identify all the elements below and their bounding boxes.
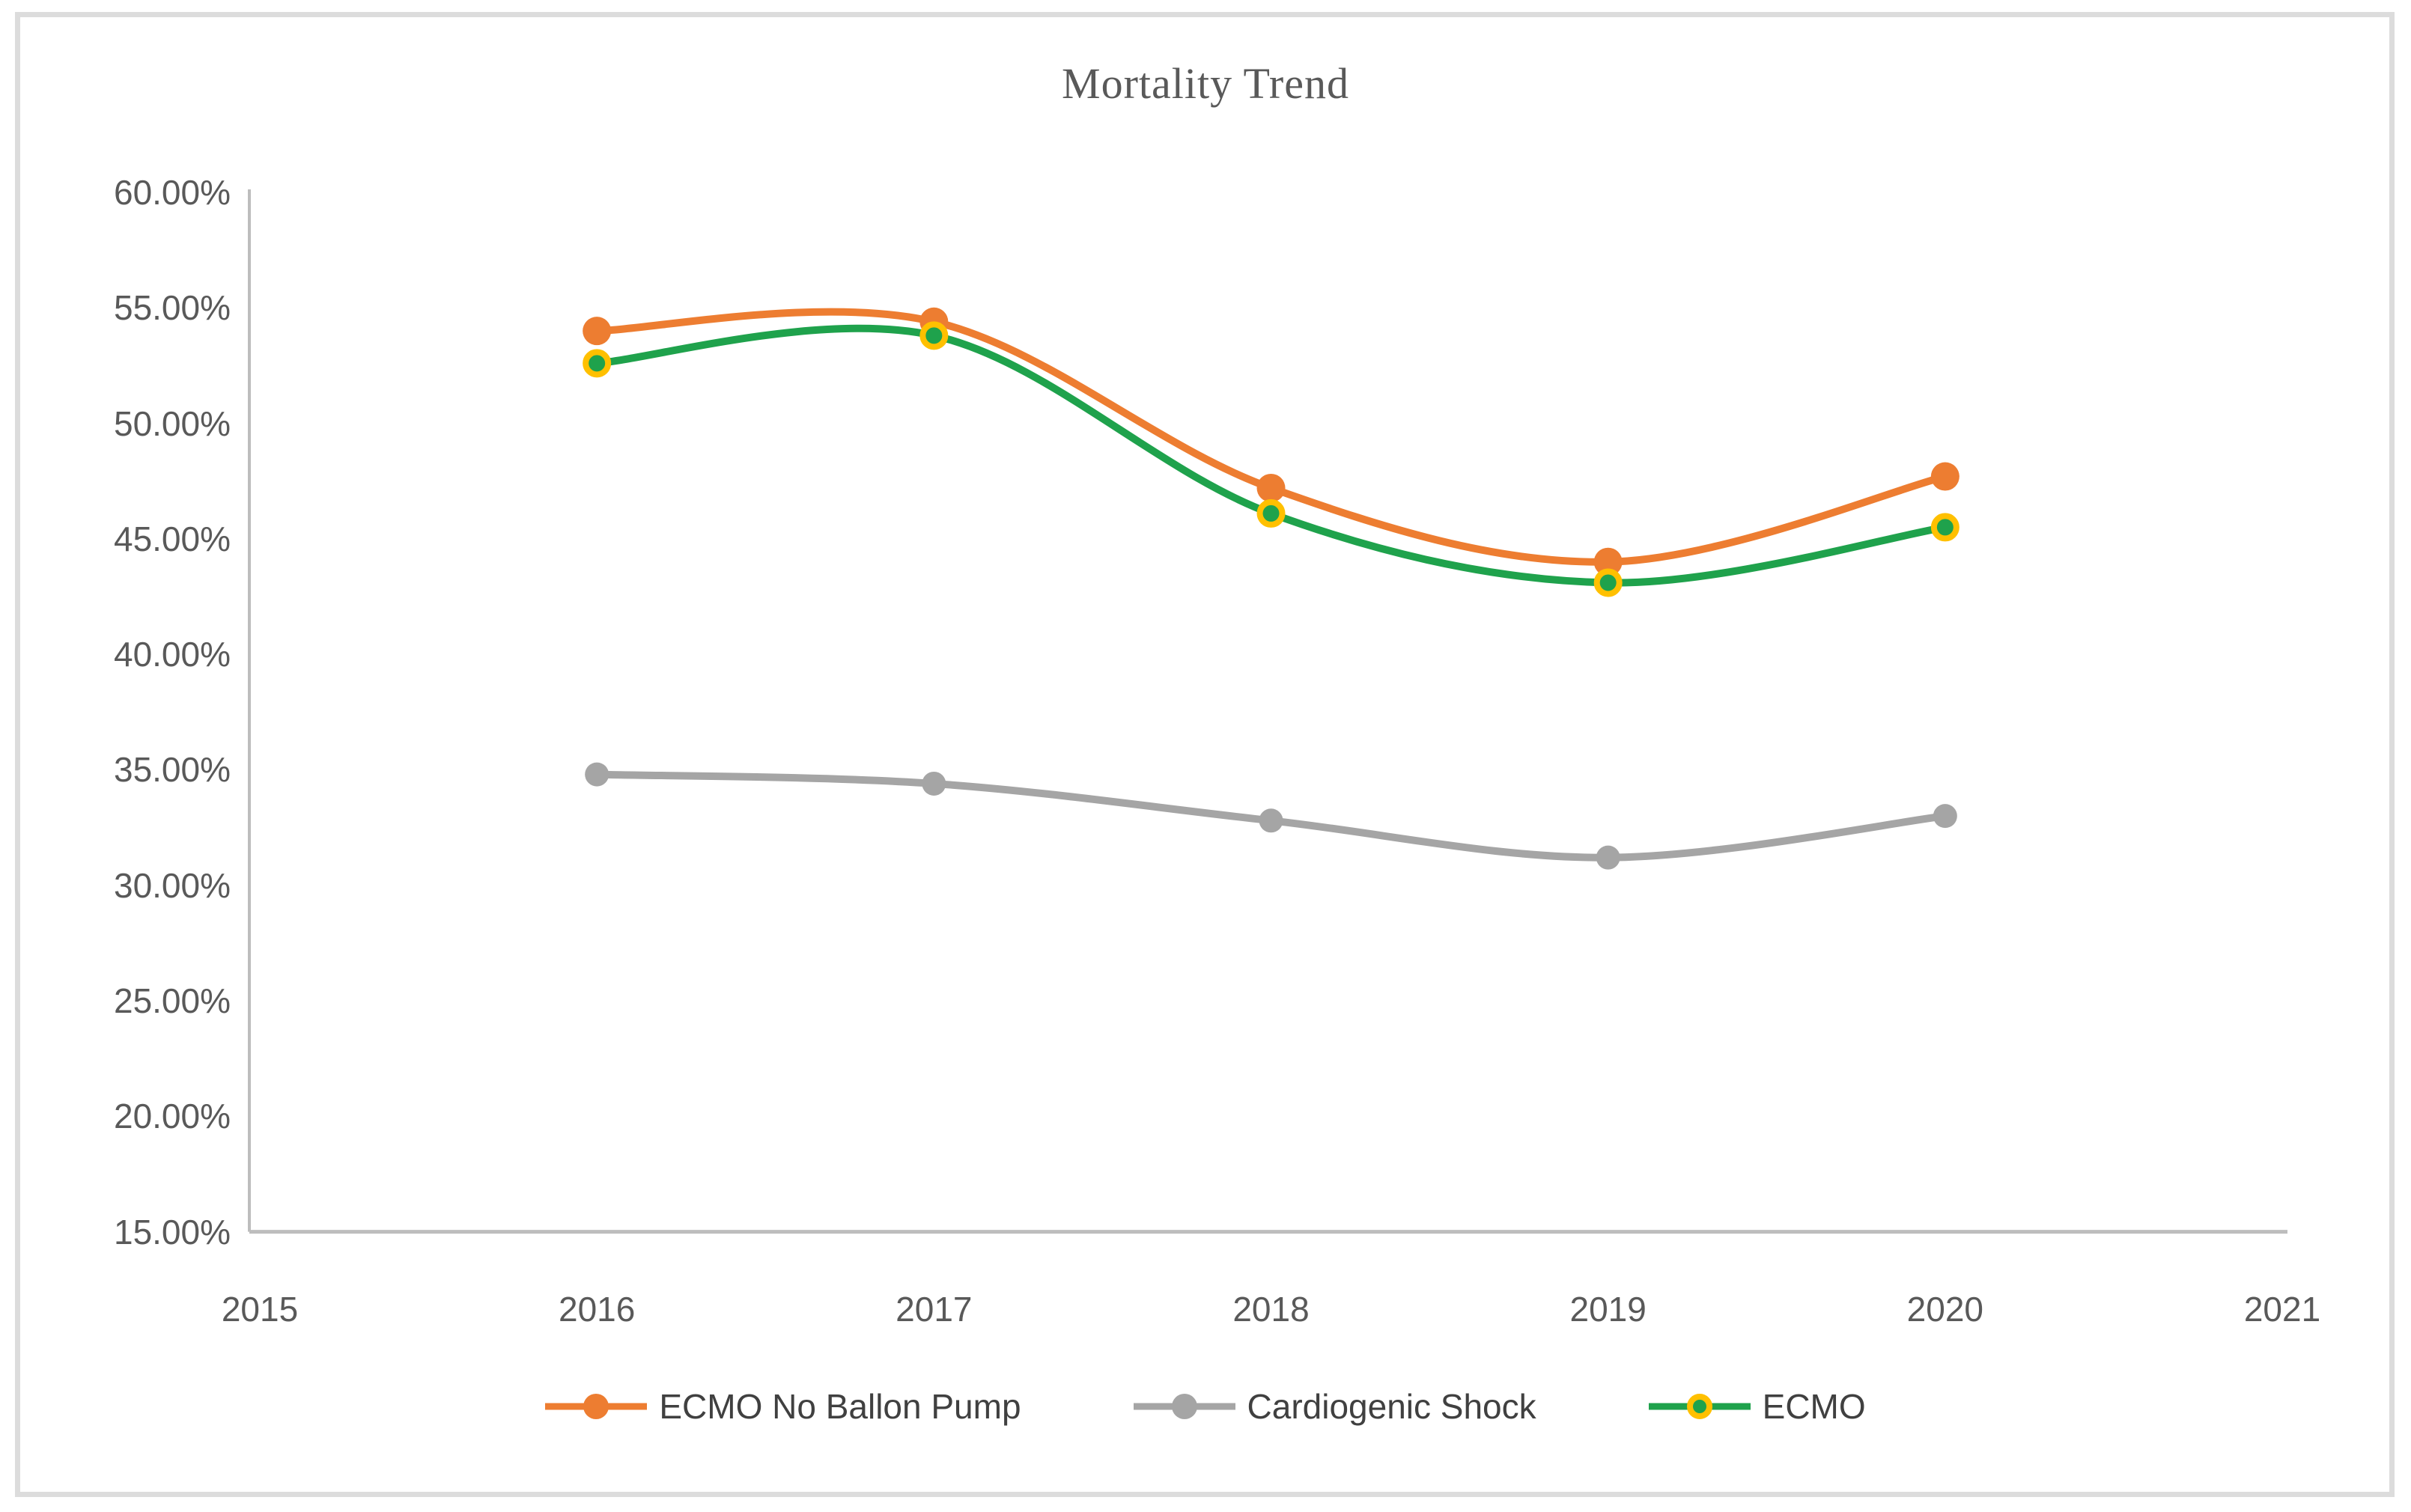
y-tick-label: 40.00% [113, 635, 231, 674]
y-tick-label: 55.00% [113, 288, 231, 328]
marker-ECMO [1593, 568, 1623, 597]
marker-ECMO [583, 349, 612, 378]
x-tick-label: 2018 [1232, 1290, 1310, 1329]
y-tick-label: 30.00% [113, 865, 231, 905]
y-tick-label: 60.00% [113, 173, 231, 212]
y-tick-label: 20.00% [113, 1097, 231, 1136]
marker-ECMO [1256, 499, 1286, 528]
marker-ECMO [1930, 513, 1959, 542]
marker-ECMO No Ballon Pump [1930, 462, 1959, 491]
marker-Cardiogenic Shock [1259, 808, 1283, 833]
y-tick-label: 15.00% [113, 1212, 231, 1252]
marker-ECMO No Ballon Pump [1593, 547, 1623, 576]
x-tick-label: 2021 [2243, 1290, 2321, 1329]
legend-item-ECMO: ECMO [1648, 1386, 1866, 1427]
x-tick-label: 2017 [896, 1290, 973, 1329]
marker-ECMO [919, 321, 949, 350]
chart-title: Mortality Trend [1062, 59, 1349, 108]
y-tick-label: 45.00% [113, 519, 231, 558]
marker-ECMO No Ballon Pump [583, 317, 612, 346]
marker-Cardiogenic Shock [922, 771, 946, 796]
marker-ECMO No Ballon Pump [1256, 473, 1286, 502]
y-tick-label: 35.00% [113, 750, 231, 790]
y-tick-label: 25.00% [113, 981, 231, 1020]
x-tick-label: 2015 [221, 1290, 299, 1329]
series-line-ECMO [593, 324, 1949, 587]
legend-swatch-Cardiogenic Shock [1133, 1394, 1235, 1419]
y-tick-label: 50.00% [113, 403, 231, 443]
legend-item-Cardiogenic Shock: Cardiogenic Shock [1133, 1386, 1536, 1427]
legend-swatch-ECMO [1648, 1394, 1751, 1419]
x-tick-label: 2020 [1906, 1290, 1984, 1329]
legend-swatch-ECMO No Ballon Pump [545, 1394, 648, 1419]
legend-label: ECMO [1762, 1387, 1866, 1426]
marker-Cardiogenic Shock [585, 762, 609, 787]
chart-outer-border [15, 12, 2395, 1497]
legend-label: ECMO No Ballon Pump [659, 1387, 1021, 1426]
marker-Cardiogenic Shock [1933, 804, 1957, 829]
marker-Cardiogenic Shock [1596, 845, 1620, 870]
legend-item-ECMO No Ballon Pump: ECMO No Ballon Pump [545, 1386, 1021, 1427]
x-tick-label: 2019 [1569, 1290, 1647, 1329]
legend-label: Cardiogenic Shock [1247, 1387, 1536, 1426]
x-tick-label: 2016 [558, 1290, 636, 1329]
chart-legend: ECMO No Ballon Pump Cardiogenic Shock ECMO [0, 1386, 2411, 1427]
